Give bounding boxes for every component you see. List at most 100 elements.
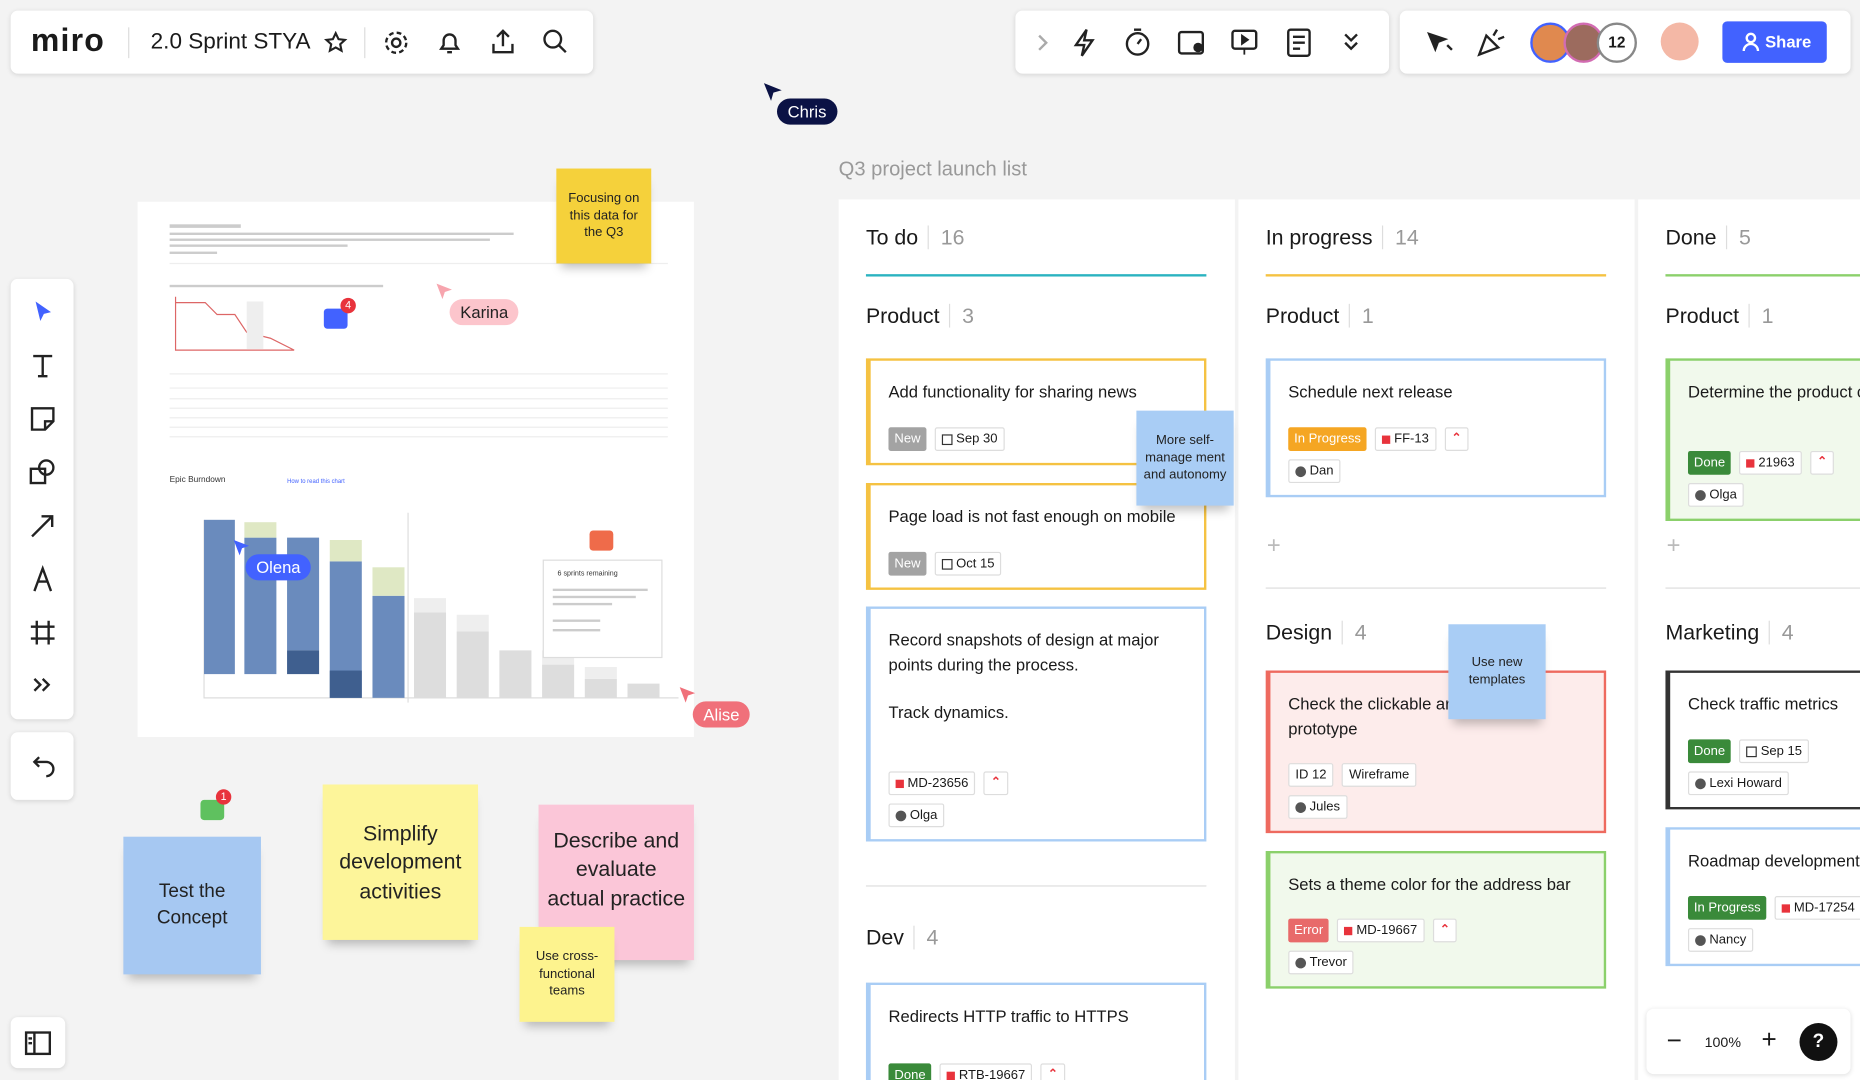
group-header: Dev 4	[866, 925, 938, 951]
star-icon[interactable]	[324, 30, 348, 55]
notifications-icon[interactable]	[435, 28, 463, 56]
zoom-level[interactable]: 100%	[1704, 1033, 1742, 1051]
board-name[interactable]: 2.0 Sprint STYA	[150, 29, 311, 55]
sticky-note[interactable]: Use cross-functional teams	[519, 926, 615, 1022]
card-tags: MD-23656 ⌃	[888, 771, 1187, 796]
select-tool[interactable]	[28, 298, 56, 326]
comment-icon[interactable]	[589, 530, 614, 551]
tag-text: MD-17254	[1793, 900, 1855, 916]
zoom-in[interactable]: +	[1761, 1024, 1777, 1054]
assignee-name: Jules	[1309, 799, 1341, 815]
tag-text: ID 12	[1295, 767, 1327, 783]
group-divider	[1665, 587, 1860, 589]
sticky-note[interactable]: Use new templates	[1448, 624, 1546, 720]
card-title: Sets a theme color for the address bar	[1288, 874, 1571, 894]
timer-icon[interactable]	[1123, 27, 1151, 58]
calendar-icon	[1746, 745, 1758, 757]
tools-toolbar	[1015, 10, 1390, 74]
tag: 21963	[1739, 450, 1802, 475]
sticky-tool[interactable]	[28, 405, 56, 433]
tag-text: Oct 15	[956, 556, 995, 571]
group-name: Marketing	[1665, 620, 1760, 645]
tag: ID 12	[1288, 763, 1334, 787]
group-header: Product 3	[866, 303, 974, 329]
column-accent	[1665, 274, 1860, 277]
settings-icon[interactable]	[382, 28, 410, 56]
card-title: Determine the product customer support	[1687, 382, 1860, 402]
embedded-report[interactable]: Epic Burndown How to read this chart 6 s…	[137, 201, 694, 738]
tag: MD-19667	[1337, 918, 1425, 943]
assignee-name: Trevor	[1309, 955, 1347, 970]
sticky-note[interactable]: Describe and evaluate actual practice	[538, 804, 694, 961]
assignee: Nancy	[1687, 928, 1754, 952]
task-card[interactable]: Redirects HTTP traffic to HTTPS Done RTB-1…	[865, 982, 1207, 1080]
comment-icon[interactable]	[200, 799, 225, 821]
issue-icon	[1344, 926, 1353, 935]
assignee: Olga	[888, 803, 945, 828]
sticky-note[interactable]: Test the Concept	[123, 836, 261, 975]
task-card[interactable]: Check traffic metrics Done Sep 15 Lexi Howa…	[1665, 670, 1860, 810]
celebrate-icon[interactable]	[1474, 26, 1507, 59]
task-card[interactable]: Check the clickable areas of the prototy…	[1265, 670, 1607, 834]
column-name: To do	[865, 225, 919, 250]
pen-tool[interactable]	[28, 565, 56, 593]
export-icon[interactable]	[489, 27, 517, 55]
sticky-note[interactable]: Simplify development activities	[322, 784, 479, 940]
sticky-note[interactable]: More self-manage ment and autonomy	[1136, 410, 1234, 506]
share-button[interactable]: Share	[1722, 21, 1827, 63]
report-title: Epic Burndown	[169, 475, 226, 485]
add-card[interactable]: +	[1666, 532, 1681, 559]
group-header: Design 4	[1266, 620, 1367, 646]
more-tools[interactable]	[31, 675, 55, 694]
card-title: Add functionality for sharing news	[888, 382, 1137, 402]
task-card[interactable]: Sets a theme color for the address bar Er…	[1265, 850, 1607, 989]
column-header: Done 5	[1665, 225, 1751, 250]
text-tool[interactable]	[28, 351, 56, 379]
help-button[interactable]: ?	[1799, 1023, 1838, 1062]
collaborator-count[interactable]: 12	[1596, 22, 1637, 63]
undo-button[interactable]	[28, 752, 56, 780]
collaboration-toolbar: 12 Share	[1399, 10, 1851, 74]
column-accent	[865, 274, 1207, 277]
task-card[interactable]: Schedule next release In Progress FF-13 ⌃ Da…	[1265, 358, 1607, 498]
lightning-icon[interactable]	[1070, 27, 1098, 58]
card-tags: Done RTB-19667 ⌃	[888, 1063, 1187, 1080]
task-card[interactable]: Page load is not fast enough on mobile Ne…	[865, 483, 1207, 590]
arrow-tool[interactable]	[28, 512, 56, 540]
status-tag: Done	[1687, 450, 1732, 475]
report-link[interactable]: How to read this chart	[287, 478, 345, 486]
sticky-note[interactable]: Focusing on this data for the Q3	[556, 168, 652, 264]
group-divider	[1265, 587, 1607, 589]
sticky-text: Simplify development activities	[339, 821, 462, 903]
comment-badge: 4	[340, 297, 356, 314]
tag-text: Sep 15	[1760, 744, 1803, 759]
shape-tool[interactable]	[28, 458, 56, 486]
more-icon[interactable]	[1342, 31, 1361, 55]
card-icon[interactable]	[1177, 27, 1208, 58]
add-card[interactable]: +	[1266, 532, 1281, 559]
avatar[interactable]	[1660, 22, 1699, 61]
collapse-icon[interactable]	[1034, 32, 1051, 53]
left-toolbar	[10, 278, 74, 720]
search-icon[interactable]	[541, 27, 569, 55]
comment-icon[interactable]	[323, 308, 348, 329]
tag-text: RTB-19667	[958, 1068, 1026, 1080]
frames-button[interactable]	[24, 1029, 52, 1057]
task-card[interactable]: Determine the product customer support Do…	[1665, 358, 1860, 522]
frame-tool[interactable]	[28, 618, 56, 646]
card-description: Track dynamics.	[888, 702, 1009, 722]
issue-icon	[1382, 434, 1391, 444]
assignee: Lexi Howard	[1687, 771, 1789, 796]
column-count: 14	[1382, 225, 1419, 250]
cursor-icon[interactable]	[1423, 28, 1454, 56]
tag-text: Sep 30	[956, 431, 998, 447]
column-header: To do 16	[866, 225, 965, 250]
group-header: Product 1	[1665, 303, 1774, 329]
task-card[interactable]: Roadmap development In Progress MD-17254 Na…	[1665, 827, 1860, 967]
status-tag: In Progress	[1288, 427, 1367, 451]
present-icon[interactable]	[1230, 27, 1261, 58]
task-card[interactable]: Record snapshots of design at major poin…	[865, 606, 1207, 842]
notes-icon[interactable]	[1285, 27, 1313, 58]
zoom-out[interactable]: −	[1666, 1025, 1682, 1056]
logo[interactable]: miro	[30, 22, 105, 59]
